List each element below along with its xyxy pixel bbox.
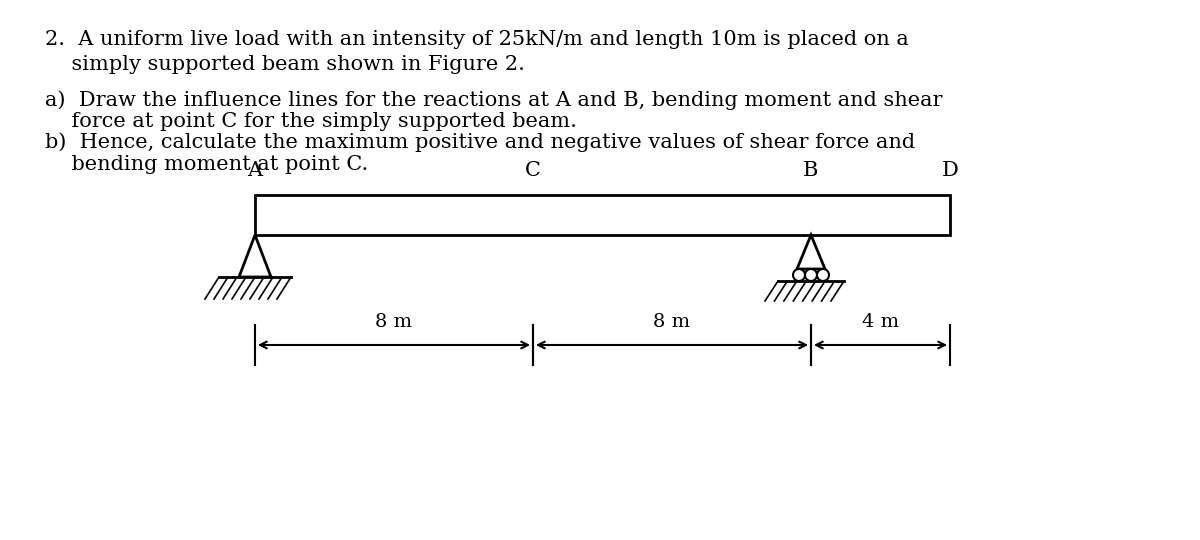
Text: force at point C for the simply supported beam.: force at point C for the simply supporte…	[46, 112, 577, 131]
Text: bending moment at point C.: bending moment at point C.	[46, 155, 368, 174]
Polygon shape	[797, 235, 826, 269]
Text: a)  Draw the influence lines for the reactions at A and B, bending moment and sh: a) Draw the influence lines for the reac…	[46, 90, 942, 110]
Text: D: D	[942, 161, 959, 180]
Text: 4 m: 4 m	[862, 313, 899, 331]
Text: simply supported beam shown in Figure 2.: simply supported beam shown in Figure 2.	[46, 55, 524, 74]
Text: A: A	[247, 161, 263, 180]
Circle shape	[805, 269, 817, 281]
Text: B: B	[803, 161, 818, 180]
Text: 8 m: 8 m	[654, 313, 690, 331]
Text: C: C	[526, 161, 541, 180]
Circle shape	[793, 269, 805, 281]
Polygon shape	[239, 235, 271, 277]
Text: 8 m: 8 m	[376, 313, 413, 331]
Text: 2.  A uniform live load with an intensity of 25kN/m and length 10m is placed on : 2. A uniform live load with an intensity…	[46, 30, 908, 49]
Text: b)  Hence, calculate the maximum positive and negative values of shear force and: b) Hence, calculate the maximum positive…	[46, 132, 916, 152]
Bar	[256, 195, 950, 235]
Circle shape	[817, 269, 829, 281]
